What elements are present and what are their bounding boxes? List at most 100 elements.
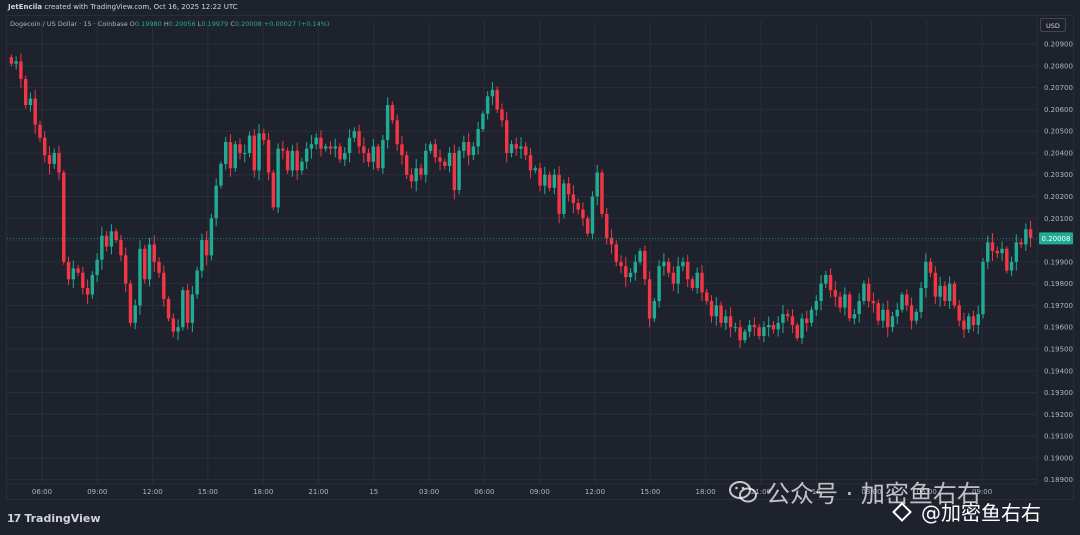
candle-down (157, 261, 161, 273)
candle-up (138, 248, 142, 306)
candle-up (733, 327, 738, 329)
candle-down (376, 146, 380, 169)
candle-down (395, 120, 399, 145)
candle-down (1005, 248, 1009, 271)
candle-up (695, 272, 699, 288)
candle-down (619, 261, 623, 267)
x-tick-label: 06:00 (32, 488, 52, 496)
candle-down (33, 98, 37, 125)
candle-up (895, 309, 899, 317)
x-tick-label: 06:00 (917, 488, 937, 496)
last-price-label: 0.20008 (1042, 235, 1071, 243)
y-tick-label: 0.19200 (1044, 411, 1073, 419)
candle-up (300, 161, 304, 171)
candle-down (771, 325, 776, 330)
candle-up (471, 146, 476, 156)
candle-up (981, 261, 985, 315)
candle-down (566, 183, 571, 195)
candle-up (195, 270, 199, 295)
low-value: 0.19979 (201, 20, 229, 28)
candle-down (47, 155, 52, 164)
candle-up (657, 266, 661, 302)
candle-up (986, 242, 990, 262)
high-label: H (163, 20, 169, 28)
candle-down (647, 279, 652, 319)
candle-down (185, 290, 190, 323)
y-tick-label: 0.19100 (1044, 433, 1073, 441)
candle-down (805, 318, 809, 323)
candle-up (1014, 242, 1019, 262)
candle-down (514, 144, 518, 149)
footer-bar (0, 500, 1080, 535)
candle-down (466, 142, 471, 156)
candle-up (71, 268, 76, 280)
candle-up (862, 283, 866, 302)
candle-up (638, 250, 642, 262)
candle-down (605, 213, 609, 238)
tradingview-logo[interactable]: 17 TradingView (7, 512, 101, 525)
candle-up (371, 146, 376, 162)
candle-up (147, 244, 152, 280)
candle-down (238, 144, 242, 153)
close-value: 0.20008 (234, 20, 262, 28)
candle-up (633, 261, 638, 273)
y-tick-label: 0.20200 (1044, 193, 1073, 201)
candle-down (538, 168, 542, 186)
price-chart[interactable]: 0.20900 0.20800 0.20700 0.20600 0.20500 0.204… (0, 0, 1080, 500)
candle-down (171, 318, 176, 332)
author-watermark-text: @加密鱼右右 (921, 501, 1041, 525)
candle-down (943, 285, 947, 302)
x-tick-label: 09:00 (87, 488, 107, 496)
candle-down (1019, 242, 1023, 245)
candle-down (266, 139, 271, 173)
candle-down (609, 237, 614, 245)
candle-down (671, 272, 676, 284)
candle-down (43, 137, 47, 156)
candle-up (385, 105, 390, 140)
candle-down (119, 240, 123, 256)
currency-button[interactable]: USD (1040, 18, 1066, 32)
candle-down (962, 320, 966, 330)
candle-down (62, 172, 66, 262)
candle-down (905, 294, 909, 306)
candle-up (766, 325, 771, 328)
candle-down (228, 142, 233, 169)
candle-down (666, 261, 671, 273)
tradingview-logo-icon: 17 (7, 512, 21, 525)
candle-up (490, 89, 495, 97)
candle-down (700, 272, 704, 293)
candle-up (552, 174, 557, 188)
candle-up (914, 311, 919, 321)
candle-up (1024, 229, 1028, 245)
candle-down (404, 155, 409, 175)
candle-up (133, 305, 137, 323)
candle-up (324, 146, 328, 149)
candle-up (176, 327, 180, 332)
candle-up (662, 261, 666, 267)
author-name: JetEncila (8, 3, 43, 11)
candle-up (314, 137, 318, 145)
candle-down (295, 150, 299, 171)
candle-down (995, 250, 999, 254)
candle-up (352, 131, 357, 138)
candle-up (100, 235, 104, 260)
candle-down (166, 298, 171, 319)
candle-up (824, 274, 828, 284)
candle-up (919, 287, 923, 312)
candle-up (533, 168, 538, 171)
candle-up (900, 294, 904, 310)
candle-up (109, 231, 114, 247)
candle-up (724, 316, 728, 323)
candle-up (243, 152, 247, 154)
candle-down (281, 148, 285, 151)
candle-up (652, 301, 657, 319)
candle-down (143, 248, 147, 280)
candle-down (795, 325, 799, 339)
candle-down (419, 168, 423, 175)
candle-up (590, 196, 595, 234)
candle-down (728, 316, 733, 328)
candle-up (428, 144, 433, 151)
candle-down (786, 314, 790, 317)
candle-down (409, 174, 414, 182)
x-tick-label: 09:00 (530, 488, 550, 496)
